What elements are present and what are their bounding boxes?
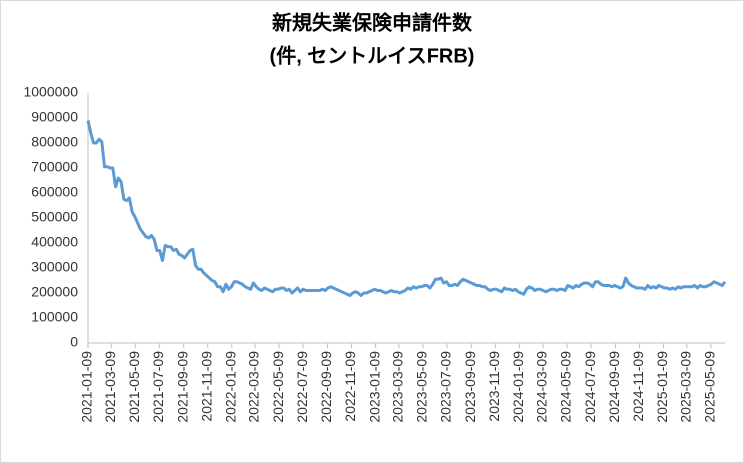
y-tick-label: 1000000	[23, 84, 78, 100]
x-tick-label: 2022-03-09	[246, 351, 262, 423]
x-tick-label: 2024-11-09	[630, 351, 646, 422]
x-tick-label: 2023-01-09	[366, 351, 382, 423]
x-tick-label: 2021-05-09	[126, 351, 142, 423]
x-tick-label: 2022-07-09	[294, 351, 310, 423]
x-tick-label: 2024-05-09	[558, 351, 574, 423]
y-tick-label: 300000	[31, 259, 78, 275]
y-tick-label: 500000	[31, 209, 78, 225]
x-tick-label: 2023-09-09	[462, 351, 478, 423]
x-tick-label: 2021-01-09	[79, 351, 95, 423]
x-tick-label: 2021-07-09	[150, 351, 166, 423]
y-tick-label: 0	[70, 334, 78, 350]
x-tick-label: 2023-05-09	[414, 351, 430, 423]
x-tick-label: 2022-11-09	[342, 351, 358, 422]
x-tick-label: 2023-11-09	[486, 351, 502, 422]
y-tick-label: 400000	[31, 234, 78, 250]
series-line	[86, 120, 727, 297]
x-tick-label: 2023-03-09	[390, 351, 406, 423]
x-tick-label: 2024-01-09	[510, 351, 526, 423]
x-tick-label: 2021-03-09	[102, 351, 118, 423]
chart-subtitle: (件, セントルイスFRB)	[270, 43, 475, 67]
x-tick-label: 2024-09-09	[606, 351, 622, 423]
x-tick-label: 2021-09-09	[174, 351, 190, 423]
x-tick-label: 2022-09-09	[318, 351, 334, 423]
x-tick-label: 2024-03-09	[534, 351, 550, 423]
y-tick-label: 600000	[31, 184, 78, 200]
y-tick-label: 800000	[31, 134, 78, 150]
y-tick-label: 900000	[31, 109, 78, 125]
x-tick-label: 2022-05-09	[270, 351, 286, 423]
x-tick-label: 2025-05-09	[702, 351, 718, 423]
chart-title: 新規失業保険申請件数	[272, 10, 473, 34]
x-tick-label: 2025-03-09	[677, 351, 693, 423]
x-tick-label: 2025-01-09	[654, 351, 670, 423]
y-tick-label: 200000	[31, 284, 78, 300]
x-tick-label: 2022-01-09	[222, 351, 238, 423]
x-tick-label: 2023-07-09	[438, 351, 454, 423]
x-tick-label: 2021-11-09	[198, 351, 214, 422]
x-tick-label: 2024-07-09	[582, 351, 598, 423]
y-tick-label: 700000	[31, 159, 78, 175]
y-tick-label: 100000	[31, 309, 78, 325]
